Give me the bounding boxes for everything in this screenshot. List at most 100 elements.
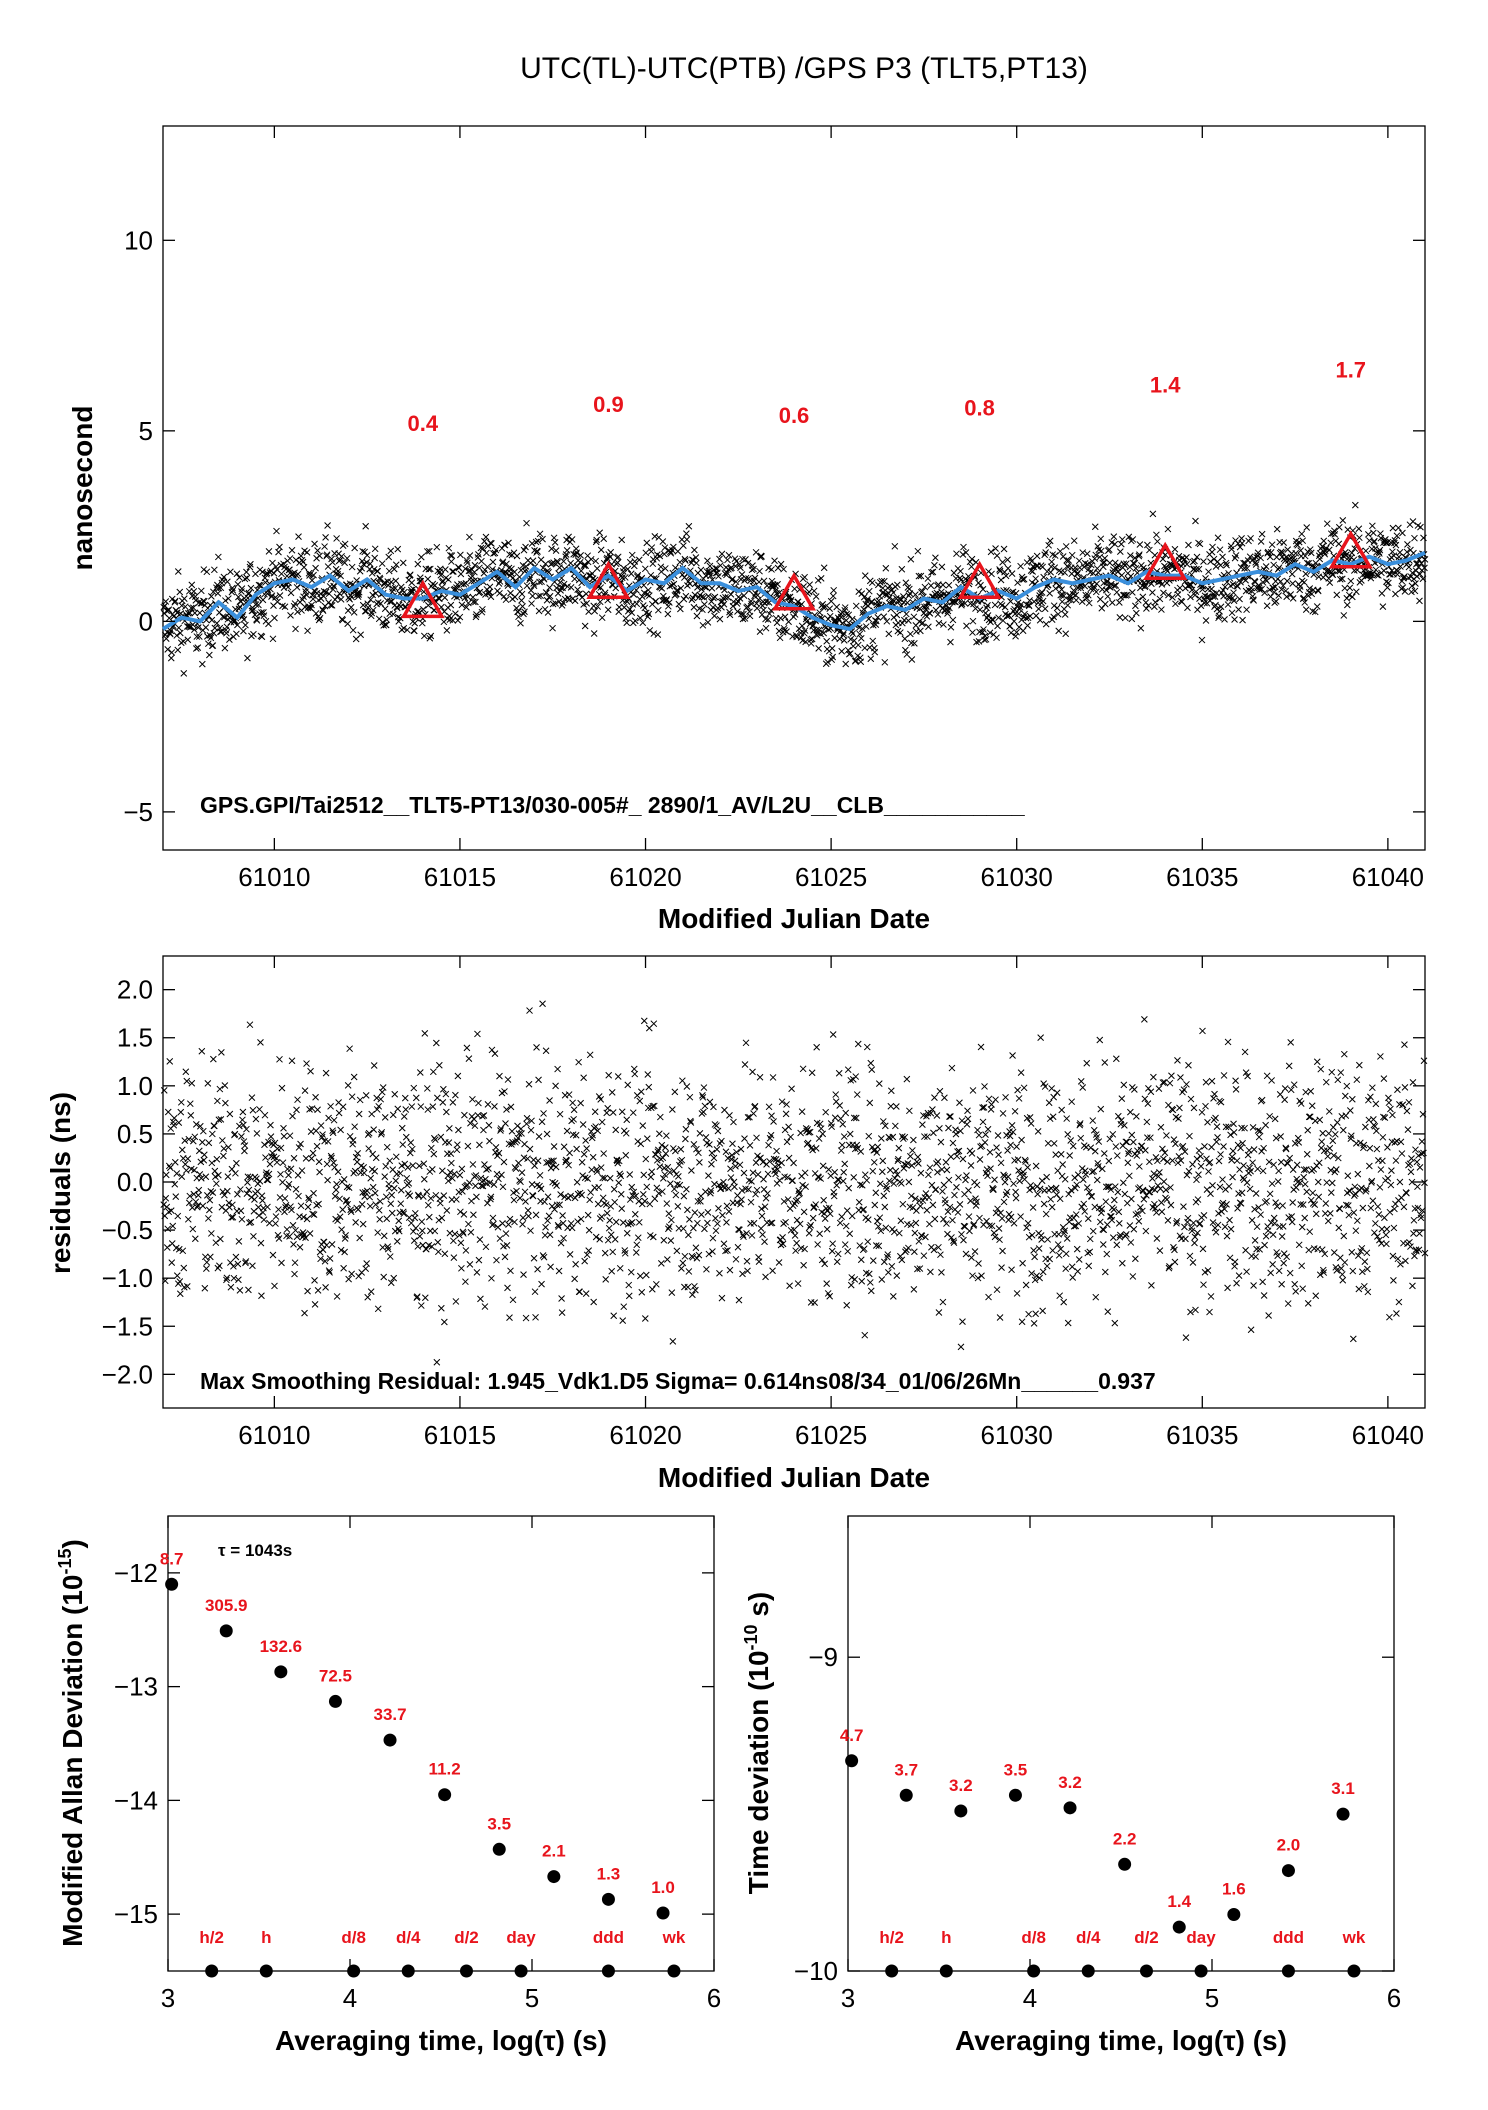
residuals-scatter-point	[527, 1008, 533, 1014]
timeseries-scatter-point	[827, 606, 833, 612]
residuals-scatter-point	[1270, 1261, 1276, 1267]
residuals-scatter-point	[363, 1092, 369, 1098]
residuals-scatter-point	[964, 1108, 970, 1114]
timeseries-scatter-point	[977, 607, 983, 613]
timeseries-scatter-point	[1177, 585, 1183, 591]
residuals-scatter-point	[501, 1159, 507, 1165]
residuals-scatter-point	[986, 1096, 992, 1102]
residuals-scatter-point	[946, 1114, 952, 1120]
residuals-scatter-point	[1221, 1143, 1227, 1149]
residuals-scatter-point	[1367, 1145, 1373, 1151]
residuals-scatter-point	[485, 1101, 491, 1107]
residuals-scatter-point	[620, 1220, 626, 1226]
residuals-scatter-point	[1002, 1179, 1008, 1185]
residuals-scatter-point	[662, 1145, 668, 1151]
residuals-scatter-point	[634, 1242, 640, 1248]
timeseries-scatter-point	[856, 589, 862, 595]
residuals-scatter-point	[1344, 1083, 1350, 1089]
residuals-scatter-point	[712, 1215, 718, 1221]
residuals-scatter-point	[546, 1213, 552, 1219]
residuals-scatter-point	[1347, 1107, 1353, 1113]
residuals-scatter-point	[1325, 1153, 1331, 1159]
residuals-scatter-point	[960, 1237, 966, 1243]
residuals-scatter-point	[799, 1109, 805, 1115]
residuals-scatter-point	[258, 1240, 264, 1246]
residuals-scatter-point	[1235, 1205, 1241, 1211]
residuals-scatter-point	[1070, 1274, 1076, 1280]
timeseries-scatter-point	[514, 553, 520, 559]
residuals-scatter-point	[741, 1170, 747, 1176]
timeseries-scatter-point	[524, 583, 530, 589]
timeseries-scatter-point	[456, 565, 462, 571]
residuals-scatter-point	[264, 1204, 270, 1210]
residuals-scatter-point	[324, 1161, 330, 1167]
residuals-scatter-point	[583, 1137, 589, 1143]
residuals-scatter-point	[1168, 1073, 1174, 1079]
residuals-scatter-point	[1169, 1158, 1175, 1164]
residuals-scatter-point	[326, 1115, 332, 1121]
residuals-scatter-point	[1046, 1100, 1052, 1106]
residuals-scatter-point	[853, 1074, 859, 1080]
residuals-scatter-point	[397, 1170, 403, 1176]
residuals-scatter-point	[703, 1134, 709, 1140]
timeseries-scatter-point	[1062, 612, 1068, 618]
residuals-scatter-point	[270, 1252, 276, 1258]
residuals-scatter-point	[1110, 1235, 1116, 1241]
timeseries-scatter-point	[1065, 602, 1071, 608]
residuals-scatter-point	[713, 1228, 719, 1234]
timeseries-scatter-point	[845, 647, 851, 653]
residuals-scatter-point	[275, 1206, 281, 1212]
residuals-scatter-point	[948, 1154, 954, 1160]
timeseries-scatter-point	[1352, 502, 1358, 508]
residuals-scatter-point	[762, 1204, 768, 1210]
residuals-scatter-point	[1209, 1078, 1215, 1084]
residuals-scatter-point	[1266, 1313, 1272, 1319]
timeseries-x-axis-title: Modified Julian Date	[658, 903, 930, 934]
timeseries-y-axis-title: nanosecond	[67, 406, 98, 571]
residuals-scatter-point	[986, 1294, 992, 1300]
timeseries-scatter-point	[1222, 616, 1228, 622]
residuals-scatter-point	[463, 1247, 469, 1253]
residuals-scatter-point	[202, 1254, 208, 1260]
timeseries-scatter-point	[1036, 606, 1042, 612]
residuals-scatter-point	[1133, 1113, 1139, 1119]
timeseries-scatter-point	[816, 645, 822, 651]
residuals-scatter-point	[577, 1289, 583, 1295]
residuals-scatter-point	[1157, 1248, 1163, 1254]
residuals-scatter-point	[704, 1220, 710, 1226]
residuals-scatter-point	[1279, 1281, 1285, 1287]
timeseries-scatter-point	[1092, 524, 1098, 530]
timeseries-scatter-point	[1392, 591, 1398, 597]
residuals-scatter-point	[847, 1131, 853, 1137]
residuals-scatter-point	[885, 1269, 891, 1275]
residuals-scatter-point	[174, 1170, 180, 1176]
residuals-scatter-point	[1059, 1107, 1065, 1113]
residuals-scatter-point	[575, 1219, 581, 1225]
residuals-scatter-point	[983, 1132, 989, 1138]
residuals-scatter-point	[412, 1210, 418, 1216]
residuals-scatter-point	[424, 1189, 430, 1195]
residuals-scatter-point	[1023, 1282, 1029, 1288]
residuals-scatter-point	[1257, 1246, 1263, 1252]
residuals-scatter-point	[436, 1217, 442, 1223]
timeseries-scatter-point	[1211, 556, 1217, 562]
timeseries-scatter-point	[572, 598, 578, 604]
residuals-scatter-point	[333, 1187, 339, 1193]
residuals-scatter-point	[1201, 1282, 1207, 1288]
timeseries-scatter-point	[1356, 526, 1362, 532]
residuals-scatter-point	[346, 1276, 352, 1282]
residuals-scatter-point	[610, 1109, 616, 1115]
timeseries-scatter-point	[601, 536, 607, 542]
residuals-scatter-point	[658, 1260, 664, 1266]
timeseries-scatter-point	[428, 633, 434, 639]
residuals-scatter-point	[183, 1069, 189, 1075]
residuals-scatter-point	[1092, 1148, 1098, 1154]
timeseries-scatter-point	[950, 617, 956, 623]
residuals-scatter-point	[501, 1088, 507, 1094]
residuals-scatter-point	[829, 1248, 835, 1254]
residuals-scatter-point	[349, 1094, 355, 1100]
residuals-scatter-point	[1061, 1299, 1067, 1305]
timeseries-scatter-point	[1390, 525, 1396, 531]
timeseries-scatter-point	[241, 616, 247, 622]
timeseries-scatter-point	[680, 543, 686, 549]
